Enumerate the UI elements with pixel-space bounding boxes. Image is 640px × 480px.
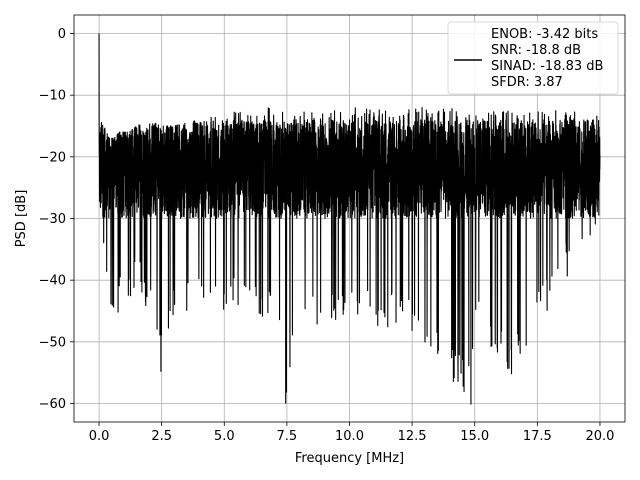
y-axis: 0 −10 −20 −30 −40 −50 −60 [39,27,74,412]
y-axis-label: PSD [dB] [14,190,29,248]
legend: ENOB: -3.42 bits SNR: -18.8 dB SINAD: -1… [447,21,619,95]
y-tick-label: −20 [39,150,66,165]
y-tick-label: −40 [39,274,66,289]
y-tick-label: −30 [39,212,66,227]
legend-entry-snr: SNR: -18.8 dB [491,43,581,58]
x-tick-label: 5.0 [214,429,235,444]
legend-box [447,21,619,95]
x-tick-label: 12.5 [398,429,427,444]
x-tick-label: 10.0 [335,429,364,444]
x-tick-label: 15.0 [460,429,489,444]
x-tick-label: 0.0 [89,429,110,444]
y-tick-label: −50 [39,335,66,350]
legend-entry-sfdr: SFDR: 3.87 [491,75,563,90]
legend-entry-sinad: SINAD: -18.83 dB [491,59,603,74]
y-tick-label: 0 [58,27,66,42]
x-axis: 0.0 2.5 5.0 7.5 10.0 12.5 15.0 17.5 20.0 [89,422,614,444]
y-tick-label: −10 [39,89,66,104]
x-tick-label: 17.5 [523,429,552,444]
x-tick-label: 20.0 [585,429,614,444]
legend-entry-enob: ENOB: -3.42 bits [491,27,598,42]
y-tick-label: −60 [39,397,66,412]
series-group [98,33,601,405]
x-tick-label: 7.5 [277,429,298,444]
x-axis-label: Frequency [MHz] [295,451,404,466]
psd-series-line [98,33,601,405]
x-tick-label: 2.5 [151,429,172,444]
